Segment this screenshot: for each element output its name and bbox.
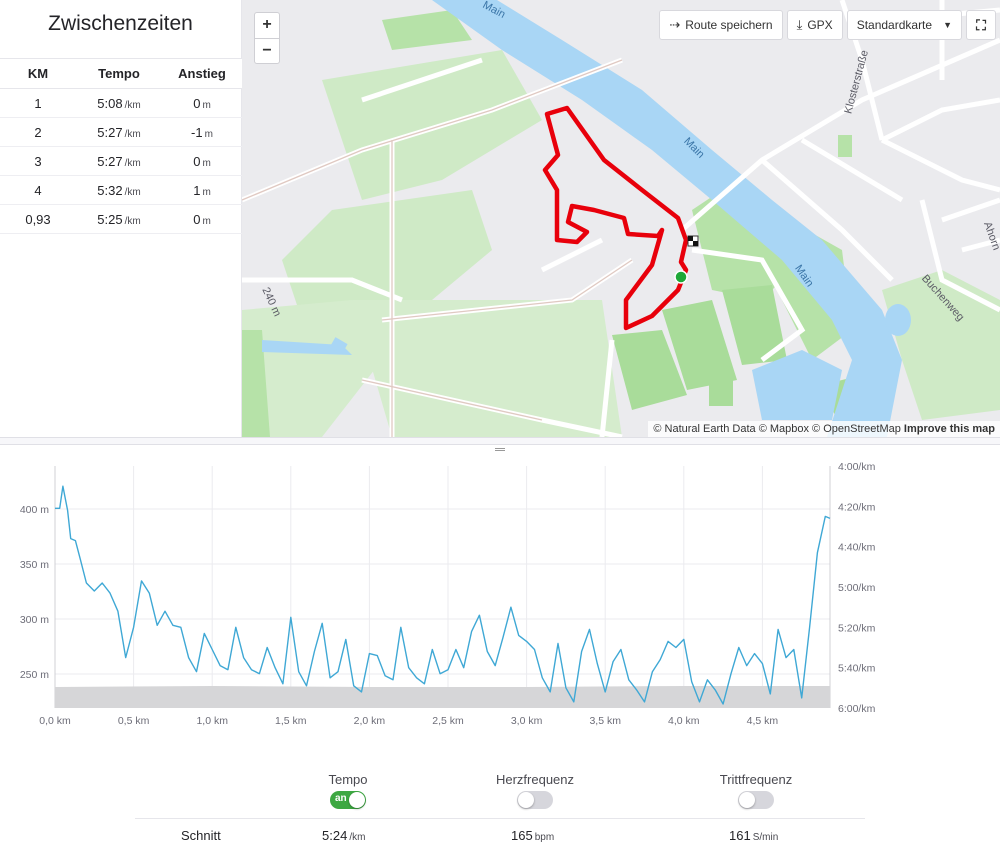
x-axis: 0,0 km 0,5 km 1,0 km 1,5 km 2,0 km 2,5 km 3,0 … xyxy=(39,715,778,727)
split-elevation: -1 m xyxy=(162,117,242,147)
improve-map-link[interactable]: Improve this map xyxy=(903,423,995,435)
split-km: 3 xyxy=(0,146,76,176)
download-icon: ⤓ xyxy=(796,17,803,32)
x-tick-label: 1,5 km xyxy=(275,715,307,727)
zoom-in-button[interactable]: + xyxy=(262,16,272,33)
gpx-download-button[interactable]: ⤓ GPX xyxy=(786,10,843,40)
split-km: 1 xyxy=(0,88,76,118)
column-header-km: KM xyxy=(0,58,76,89)
y-tick-label: 400 m xyxy=(20,504,49,516)
stats-section: Tempo an Herzfrequenz Trittfrequenz Schn… xyxy=(0,760,1000,857)
split-km: 4 xyxy=(0,175,76,205)
splits-title: Zwischenzeiten xyxy=(48,12,193,35)
y-tick-label: 4:40/km xyxy=(838,542,876,554)
start-marker xyxy=(674,270,688,284)
x-tick-label: 0,5 km xyxy=(118,715,150,727)
toggle-cadence[interactable]: Trittfrequenz xyxy=(666,772,846,809)
toggle-tempo-label: Tempo xyxy=(328,772,368,787)
split-row: 3 5:27/km 0 m xyxy=(0,146,242,176)
y-tick-label: 250 m xyxy=(20,669,49,681)
x-tick-label: 2,0 km xyxy=(354,715,386,727)
average-pace: 5:24/km xyxy=(322,828,366,843)
switch-state-label: an xyxy=(335,793,347,804)
y-tick-label: 350 m xyxy=(20,559,49,571)
y-tick-label: 5:20/km xyxy=(838,622,876,634)
cadence-switch[interactable] xyxy=(738,791,774,809)
save-route-label: Route speichern xyxy=(685,18,773,32)
y-tick-label: 300 m xyxy=(20,614,49,626)
x-tick-label: 0,0 km xyxy=(39,715,71,727)
x-tick-label: 3,0 km xyxy=(511,715,543,727)
map-water xyxy=(262,0,911,437)
x-tick-label: 1,0 km xyxy=(196,715,228,727)
map-paths xyxy=(242,59,633,437)
map-type-dropdown[interactable]: Standardkarte ▼ xyxy=(846,10,962,40)
y-axis-elevation: 400 m 350 m 300 m 250 m xyxy=(20,504,49,681)
gpx-label: GPX xyxy=(807,18,833,32)
split-pace: 5:32/km xyxy=(76,175,162,205)
chart-grid xyxy=(54,466,831,708)
splits-panel: Zwischenzeiten KM Tempo Anstieg 1 5:08/km… xyxy=(0,0,242,437)
route-line xyxy=(542,105,689,331)
route-icon: ⇢ xyxy=(669,17,681,32)
zoom-control: + − xyxy=(254,12,280,64)
split-row: 0,93 5:25/km 0 m xyxy=(0,204,242,234)
split-row: 2 5:27/km -1 m xyxy=(0,117,242,147)
x-tick-label: 3,5 km xyxy=(589,715,621,727)
split-row: 1 5:08/km 0 m xyxy=(0,88,242,118)
toggle-heartrate-label: Herzfrequenz xyxy=(495,772,575,787)
elevation-area xyxy=(55,686,830,708)
split-pace: 5:25/km xyxy=(76,204,162,234)
zoom-out-button[interactable]: − xyxy=(255,38,279,63)
x-tick-label: 4,0 km xyxy=(668,715,700,727)
average-heartrate: 165 bpm xyxy=(511,828,555,843)
finish-flag-icon xyxy=(687,235,699,247)
average-row: Schnitt 5:24/km 165 bpm 161 S/min xyxy=(135,818,865,854)
toggle-tempo[interactable]: Tempo an xyxy=(258,772,438,809)
map-toolbar: ⇢ Route speichern ⤓ GPX Standardkarte ▼ … xyxy=(659,10,996,40)
chevron-down-icon: ▼ xyxy=(943,20,952,30)
tempo-switch[interactable]: an xyxy=(330,791,366,809)
split-pace: 5:27/km xyxy=(76,117,162,147)
x-tick-label: 2,5 km xyxy=(432,715,464,727)
column-header-elevation: Anstieg xyxy=(162,58,242,89)
route-map[interactable]: Main Main Main Klosterstraße Buchenweg A… xyxy=(242,0,1000,437)
resize-handle[interactable] xyxy=(0,437,1000,451)
pace-elevation-chart[interactable]: 0,0 km 0,5 km 1,0 km 1,5 km 2,0 km 2,5 km 3,0 … xyxy=(0,446,1000,736)
toggle-heartrate[interactable]: Herzfrequenz xyxy=(445,772,625,809)
save-route-button[interactable]: ⇢ Route speichern xyxy=(659,10,783,40)
x-tick-label: 4,5 km xyxy=(747,715,779,727)
y-tick-label: 4:20/km xyxy=(838,501,876,513)
split-km: 2 xyxy=(0,117,76,147)
split-km: 0,93 xyxy=(0,204,76,234)
y-tick-label: 5:40/km xyxy=(838,663,876,675)
split-row: 4 5:32/km 1 m xyxy=(0,175,242,205)
y-axis-pace: 4:00/km 4:20/km 4:40/km 5:00/km 5:20/km 5:40/… xyxy=(838,461,876,715)
column-header-pace: Tempo xyxy=(76,58,162,89)
map-type-label: Standardkarte xyxy=(856,18,933,32)
fullscreen-icon: ⛶ xyxy=(976,16,986,33)
fullscreen-button[interactable]: ⛶ xyxy=(966,10,996,40)
attribution-text: © Natural Earth Data © Mapbox © OpenStre… xyxy=(653,423,901,435)
heartrate-switch[interactable] xyxy=(517,791,553,809)
map-attribution: © Natural Earth Data © Mapbox © OpenStre… xyxy=(648,421,1000,437)
toggle-cadence-label: Trittfrequenz xyxy=(719,772,793,787)
splits-table: KM Tempo Anstieg 1 5:08/km 0 m 2 5:27/km -1 m 3 5… xyxy=(0,58,242,234)
split-pace: 5:27/km xyxy=(76,146,162,176)
average-label: Schnitt xyxy=(181,828,221,843)
map-canvas[interactable] xyxy=(242,0,1000,437)
average-cadence: 161 S/min xyxy=(729,828,779,843)
y-tick-label: 6:00/km xyxy=(838,703,876,715)
y-tick-label: 4:00/km xyxy=(838,461,876,473)
split-pace: 5:08/km xyxy=(76,88,162,118)
pace-line xyxy=(55,485,831,705)
y-tick-label: 5:00/km xyxy=(838,582,876,594)
